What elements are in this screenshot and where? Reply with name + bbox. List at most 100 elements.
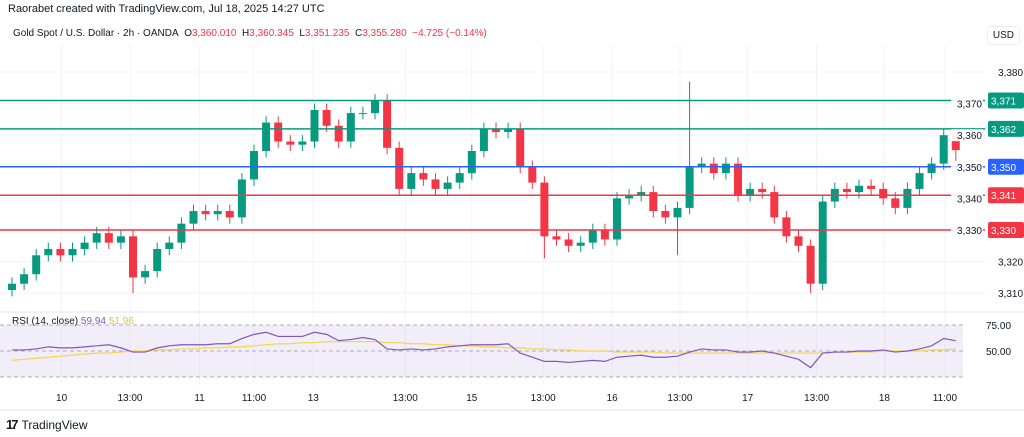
candle-body (697, 163, 706, 167)
x-tick-label: 13:00 (531, 393, 556, 404)
candle-body (358, 113, 367, 115)
candle-body (44, 248, 53, 256)
level-price-tag (988, 120, 1024, 137)
candle (746, 182, 755, 202)
candle (625, 188, 634, 205)
candle (903, 182, 912, 215)
candle-body (818, 201, 827, 284)
candle (177, 217, 186, 249)
symbol-name[interactable]: Gold Spot / U.S. Dollar · 2h · OANDA (13, 28, 179, 39)
candle (443, 176, 452, 196)
candle-body (32, 255, 41, 275)
candle (346, 106, 355, 148)
high-value: 3,360.345 (249, 28, 294, 39)
candle-body (225, 211, 234, 218)
level-price-label: 3,362 (991, 125, 1016, 136)
y-tick-label: 3,340 (957, 194, 982, 205)
candle-body (467, 151, 476, 174)
candle (721, 157, 730, 180)
candle (564, 233, 573, 253)
candle-body (867, 185, 876, 189)
candle-body (661, 211, 670, 218)
candle (237, 173, 246, 224)
candle (528, 160, 537, 189)
rsi-tick-label: 50.00 (986, 347, 1011, 358)
candle-body (346, 113, 355, 142)
candle-body (165, 242, 174, 249)
tradingview-logo-icon: 17 (6, 417, 19, 432)
candle (915, 166, 924, 196)
low-value: 3,351.235 (304, 28, 350, 39)
candle-body (734, 163, 742, 196)
rsi-legend: RSI (14, close) 59.94 51.96 (12, 316, 134, 327)
x-tick-label: 16 (607, 393, 619, 404)
candle-body (951, 135, 960, 151)
candle-body (552, 236, 561, 240)
candle-body (903, 188, 912, 208)
x-tick-label: 11 (194, 393, 205, 404)
level-price-tag (988, 187, 1024, 204)
y-tick-label: 3,320 (998, 258, 1023, 269)
x-tick-label: 11:00 (933, 393, 958, 404)
candle (116, 230, 125, 249)
rsi-label[interactable]: RSI (14, close) (12, 316, 79, 327)
tradingview-logo[interactable]: 17 TradingView (6, 417, 88, 432)
symbol-legend: Gold Spot / U.S. Dollar · 2h · OANDA O3,… (13, 28, 487, 39)
candle-body (274, 122, 283, 142)
candle (80, 236, 89, 256)
candle (56, 242, 65, 262)
y-tick-label: 3,370 (957, 100, 982, 111)
candle-body (613, 198, 621, 240)
candle-body (746, 188, 755, 196)
candle-body (56, 248, 65, 256)
candle-body (685, 166, 694, 208)
candle (129, 230, 137, 294)
candle (431, 173, 440, 196)
x-tick-label: 15 (466, 393, 478, 404)
candle-body (504, 128, 513, 133)
candle (734, 157, 742, 202)
candle (637, 185, 646, 202)
y-tick-label-backing (951, 129, 983, 142)
candle-body (770, 192, 779, 218)
candle-body (758, 188, 767, 193)
candle-body (855, 185, 863, 193)
currency-button[interactable]: USD (986, 26, 1020, 45)
candle-body (879, 188, 888, 199)
candle (8, 277, 16, 297)
candle (44, 242, 53, 262)
candle-body (201, 211, 210, 215)
candle-body (939, 135, 948, 164)
chart-credit: Raorabet created with TradingView.com, J… (8, 3, 325, 15)
rsi-line (12, 331, 956, 369)
candle-body (479, 128, 488, 151)
candle-body (322, 109, 331, 126)
candle (770, 185, 779, 224)
candle-body (310, 109, 319, 142)
candle-body (371, 100, 379, 114)
candle-body (842, 188, 851, 193)
candle-body (564, 239, 573, 246)
candle-body (891, 198, 900, 208)
high-label: H (242, 28, 250, 39)
candle-body (250, 151, 258, 180)
candle (467, 144, 476, 180)
open-value: 3,360.010 (191, 28, 237, 39)
close-label: C (354, 28, 363, 39)
candle (661, 204, 670, 224)
candle (322, 103, 331, 133)
x-tick-label: 10 (56, 393, 68, 404)
candle (371, 94, 379, 120)
candle-body (104, 233, 113, 243)
candle-body (649, 192, 658, 212)
candle (334, 119, 343, 148)
candle (68, 242, 77, 262)
y-tick-label-backing (951, 97, 983, 110)
candle (213, 204, 222, 221)
candle-body (431, 179, 440, 189)
x-tick-label: 13:00 (393, 393, 418, 404)
candle-body (806, 245, 815, 284)
level-price-tag (988, 222, 1024, 238)
level-price-tag (988, 92, 1024, 109)
